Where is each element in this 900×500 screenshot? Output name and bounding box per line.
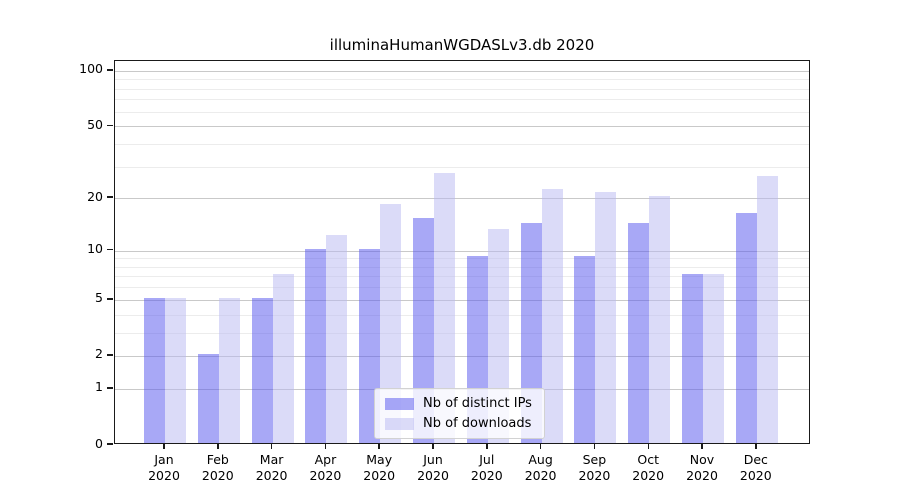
y-tick-label: 5 (95, 290, 103, 306)
legend: Nb of distinct IPs Nb of downloads (374, 388, 545, 439)
y-tick-mark (107, 354, 113, 356)
gridline-minor (115, 314, 809, 316)
bar-downloads-Jan-2020 (165, 297, 186, 443)
bar-downloads-Aug-2020 (541, 188, 563, 443)
gridline-minor (115, 258, 809, 260)
legend-label: Nb of distinct IPs (423, 396, 532, 411)
bar-downloads-Feb-2020 (218, 297, 240, 443)
x-tick-mark (593, 444, 596, 449)
x-tick-label: Apr 2020 (309, 452, 342, 483)
gridline-major (115, 355, 809, 357)
bar-distinct-ips-Oct-2020 (628, 223, 650, 443)
x-tick-mark (701, 444, 703, 449)
legend-label: Nb of downloads (423, 416, 532, 431)
y-tick-label: 10 (87, 241, 103, 257)
x-tick-mark (163, 444, 165, 449)
gridline-major (115, 126, 809, 128)
bar-distinct-ips-Feb-2020 (197, 353, 219, 443)
x-tick-mark (539, 444, 542, 449)
y-tick-mark (107, 298, 113, 300)
x-tick-label: Sep 2020 (578, 452, 611, 483)
x-tick-mark (324, 444, 327, 449)
x-tick-label: Oct 2020 (632, 452, 665, 483)
gridline-major (115, 70, 809, 72)
bar-downloads-Sep-2020 (595, 192, 617, 443)
x-tick-label: Jun 2020 (417, 452, 449, 483)
bar-downloads-May-2020 (380, 204, 402, 443)
gridline-minor (115, 166, 809, 168)
y-tick-mark (107, 69, 113, 71)
legend-item: Nb of distinct IPs (385, 396, 532, 411)
gridline-minor (115, 99, 809, 101)
plot-area: Nb of distinct IPs Nb of downloads (114, 60, 810, 444)
y-tick-mark (107, 443, 113, 445)
x-tick-mark (755, 444, 757, 449)
y-tick-label: 50 (87, 116, 103, 132)
y-tick-mark (107, 248, 113, 251)
y-tick-label: 0 (95, 435, 103, 451)
y-tick-mark (107, 196, 113, 198)
legend-swatch-ips (385, 397, 414, 410)
x-tick-label: May 2020 (363, 452, 396, 483)
gridline-major (115, 250, 809, 252)
x-tick-label: Dec 2020 (739, 452, 772, 483)
gridline-minor (115, 266, 809, 268)
x-tick-label: Aug 2020 (524, 452, 557, 483)
gridline-minor (115, 287, 809, 289)
bar-distinct-ips-Jan-2020 (144, 297, 165, 443)
legend-swatch-downloads (385, 417, 414, 430)
y-tick-label: 20 (87, 188, 103, 204)
bar-distinct-ips-Sep-2020 (574, 256, 596, 443)
bar-downloads-Oct-2020 (649, 196, 671, 443)
gridline-minor (115, 143, 809, 145)
bar-downloads-Jun-2020 (434, 172, 455, 443)
gridline-minor (115, 332, 809, 334)
bar-distinct-ips-Nov-2020 (682, 274, 703, 443)
gridline-minor (115, 88, 809, 90)
x-tick-mark (270, 444, 273, 449)
x-tick-mark (378, 444, 380, 449)
gridline-minor (115, 276, 809, 278)
bar-downloads-Nov-2020 (703, 274, 724, 443)
y-tick-mark (107, 387, 113, 389)
bar-distinct-ips-Jun-2020 (413, 218, 434, 443)
bar-downloads-Dec-2020 (756, 175, 778, 443)
bar-downloads-Mar-2020 (272, 274, 294, 443)
bar-distinct-ips-Dec-2020 (735, 213, 757, 443)
x-tick-mark (432, 444, 434, 449)
gridline-minor (115, 79, 809, 81)
x-tick-label: Feb 2020 (201, 452, 234, 483)
gridline-minor (115, 111, 809, 113)
y-tick-label: 100 (79, 61, 103, 77)
x-tick-label: Nov 2020 (686, 452, 718, 483)
x-tick-mark (217, 444, 219, 449)
chart-title: illuminaHumanWGDASLv3.db 2020 (329, 36, 595, 54)
bar-distinct-ips-Apr-2020 (305, 248, 327, 443)
x-tick-mark (486, 444, 488, 449)
x-tick-label: Jul 2020 (470, 452, 503, 483)
gridline-major (115, 198, 809, 200)
bar-distinct-ips-Mar-2020 (251, 297, 273, 443)
x-tick-mark (647, 444, 649, 449)
y-tick-label: 2 (95, 346, 103, 362)
x-tick-label: Jan 2020 (148, 452, 180, 483)
y-tick-mark (107, 124, 113, 126)
gridline-major (115, 299, 809, 301)
legend-item: Nb of downloads (385, 416, 532, 431)
x-tick-label: Mar 2020 (255, 452, 288, 483)
y-tick-label: 1 (95, 379, 103, 395)
bar-downloads-Apr-2020 (326, 235, 348, 443)
